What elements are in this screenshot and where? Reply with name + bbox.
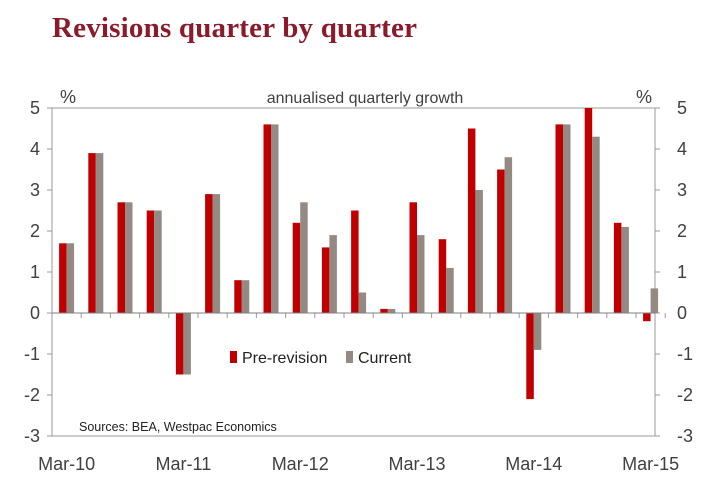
x-tick-label: Mar-15 bbox=[622, 454, 679, 474]
legend-label-current: Current bbox=[358, 350, 412, 367]
left-tick-label: 3 bbox=[30, 180, 40, 200]
pre-revision-bar bbox=[117, 202, 125, 313]
chart-subtitle: annualised quarterly growth bbox=[267, 90, 464, 107]
x-tick-label: Mar-14 bbox=[505, 454, 562, 474]
x-axis: Mar-10 Mar-11 Mar-12 Mar-13 Mar-14 Mar-15 bbox=[38, 313, 679, 474]
current-bar bbox=[212, 194, 221, 313]
pre-revision-bar bbox=[263, 124, 271, 314]
left-tick-label: 0 bbox=[30, 303, 40, 323]
current-bar bbox=[621, 226, 629, 313]
current-bar bbox=[300, 202, 308, 313]
left-tick-label: 1 bbox=[30, 262, 40, 282]
left-tick-label: 2 bbox=[30, 221, 40, 241]
current-bar bbox=[271, 124, 279, 314]
legend-swatch-current bbox=[346, 351, 353, 363]
pre-revision-bar bbox=[497, 169, 505, 313]
current-bar bbox=[563, 124, 571, 314]
left-unit-label: % bbox=[60, 87, 76, 107]
pre-revision-bar bbox=[438, 239, 447, 313]
chart-title: Revisions quarter by quarter bbox=[52, 12, 418, 44]
current-bar bbox=[329, 235, 337, 313]
right-tick-label: -2 bbox=[677, 385, 693, 405]
pre-revision-bar bbox=[351, 210, 359, 313]
current-bar bbox=[358, 292, 367, 313]
pre-revision-bar bbox=[380, 308, 388, 313]
pre-revision-bar bbox=[88, 153, 96, 313]
right-tick-label: 4 bbox=[677, 139, 687, 159]
pre-revision-bar bbox=[409, 202, 417, 313]
right-tick-label: 1 bbox=[677, 262, 687, 282]
right-tick-label: 0 bbox=[677, 303, 687, 323]
source-note: Sources: BEA, Westpac Economics bbox=[79, 420, 277, 434]
current-bar bbox=[125, 202, 133, 313]
pre-revision-bar bbox=[467, 128, 476, 313]
left-tick-label: -3 bbox=[24, 426, 40, 446]
left-tick-label: 5 bbox=[30, 98, 40, 118]
pre-revision-bar bbox=[526, 313, 534, 400]
current-bar bbox=[592, 136, 600, 313]
right-tick-label: 2 bbox=[677, 221, 687, 241]
right-axis: -3 -2 -1 0 1 2 3 4 5 bbox=[655, 98, 693, 446]
x-tick-label: Mar-11 bbox=[156, 454, 212, 474]
right-tick-label: 5 bbox=[677, 98, 687, 118]
current-bar bbox=[417, 235, 425, 313]
left-tick-label: -2 bbox=[24, 385, 40, 405]
left-tick-label: -1 bbox=[24, 344, 40, 364]
pre-revision-bar bbox=[205, 194, 213, 313]
x-tick-label: Mar-10 bbox=[38, 454, 95, 474]
right-tick-label: -1 bbox=[677, 344, 693, 364]
left-axis: -3 -2 -1 0 1 2 3 4 5 bbox=[24, 98, 52, 446]
legend-label-pre-revision: Pre-revision bbox=[242, 350, 327, 367]
pre-revision-bar bbox=[175, 313, 184, 375]
current-bar bbox=[66, 243, 75, 313]
pre-revision-bar bbox=[59, 243, 67, 313]
left-tick-label: 4 bbox=[30, 139, 40, 159]
legend: Pre-revision Current bbox=[230, 350, 412, 367]
right-unit-label: % bbox=[636, 87, 652, 107]
current-bar bbox=[650, 288, 659, 313]
current-bar bbox=[533, 313, 542, 350]
current-bar bbox=[183, 313, 191, 375]
bar-series bbox=[59, 108, 659, 400]
right-tick-label: -3 bbox=[677, 426, 693, 446]
x-tick-label: Mar-13 bbox=[388, 454, 445, 474]
pre-revision-bar bbox=[146, 210, 155, 313]
pre-revision-bar bbox=[643, 313, 651, 322]
current-bar bbox=[475, 190, 483, 313]
pre-revision-bar bbox=[234, 280, 242, 313]
current-bar bbox=[241, 280, 250, 313]
current-bar bbox=[387, 308, 396, 313]
current-bar bbox=[95, 153, 104, 313]
pre-revision-bar bbox=[292, 222, 301, 313]
pre-revision-bar bbox=[555, 124, 563, 314]
x-tick-label: Mar-12 bbox=[272, 454, 329, 474]
pre-revision-bar bbox=[321, 247, 330, 313]
pre-revision-bar bbox=[584, 108, 593, 313]
legend-swatch-pre-revision bbox=[230, 351, 237, 363]
current-bar bbox=[504, 157, 513, 313]
current-bar bbox=[446, 267, 454, 313]
pre-revision-bar bbox=[613, 222, 622, 313]
current-bar bbox=[154, 210, 162, 313]
right-tick-label: 3 bbox=[677, 180, 687, 200]
